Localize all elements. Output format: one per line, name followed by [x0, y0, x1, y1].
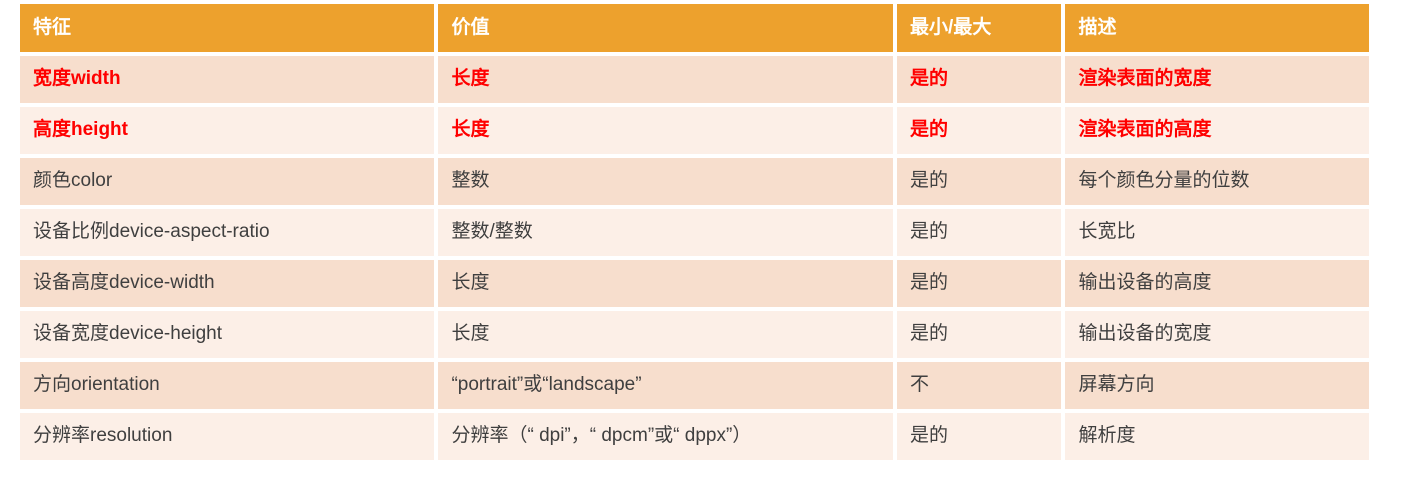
table-row: 宽度width 长度 是的 渲染表面的宽度 [20, 56, 1369, 103]
cell-minmax: 是的 [897, 260, 1062, 307]
cell-description: 渲染表面的高度 [1065, 107, 1369, 154]
table-row: 设备宽度device-height 长度 是的 输出设备的宽度 [20, 311, 1369, 358]
cell-description: 输出设备的宽度 [1065, 311, 1369, 358]
cell-description: 每个颜色分量的位数 [1065, 158, 1369, 205]
cell-feature: 分辨率resolution [20, 413, 435, 460]
cell-value: 长度 [438, 260, 894, 307]
header-row: 特征 价值 最小/最大 描述 [20, 4, 1369, 52]
cell-minmax: 是的 [897, 209, 1062, 256]
header-cell-minmax: 最小/最大 [897, 4, 1062, 52]
cell-feature: 颜色color [20, 158, 435, 205]
cell-value: 长度 [438, 56, 894, 103]
cell-minmax: 不 [897, 362, 1062, 409]
table-row: 分辨率resolution 分辨率（“ dpi”，“ dpcm”或“ dppx”… [20, 413, 1369, 460]
cell-feature: 高度height [20, 107, 435, 154]
cell-description: 长宽比 [1065, 209, 1369, 256]
cell-feature: 设备高度device-width [20, 260, 435, 307]
header-cell-feature: 特征 [20, 4, 435, 52]
cell-minmax: 是的 [897, 107, 1062, 154]
cell-value: 长度 [438, 107, 894, 154]
table-row: 高度height 长度 是的 渲染表面的高度 [20, 107, 1369, 154]
cell-value: 整数 [438, 158, 894, 205]
cell-minmax: 是的 [897, 158, 1062, 205]
cell-description: 屏幕方向 [1065, 362, 1369, 409]
header-cell-value: 价值 [438, 4, 894, 52]
table-row: 设备比例device-aspect-ratio 整数/整数 是的 长宽比 [20, 209, 1369, 256]
cell-description: 渲染表面的宽度 [1065, 56, 1369, 103]
cell-feature: 方向orientation [20, 362, 435, 409]
table-row: 方向orientation “portrait”或“landscape” 不 屏… [20, 362, 1369, 409]
cell-description: 解析度 [1065, 413, 1369, 460]
cell-feature: 设备比例device-aspect-ratio [20, 209, 435, 256]
cell-feature: 设备宽度device-height [20, 311, 435, 358]
cell-minmax: 是的 [897, 56, 1062, 103]
cell-value: 整数/整数 [438, 209, 894, 256]
cell-minmax: 是的 [897, 413, 1062, 460]
cell-feature: 宽度width [20, 56, 435, 103]
table-body: 宽度width 长度 是的 渲染表面的宽度 高度height 长度 是的 渲染表… [20, 56, 1369, 460]
cell-value: 长度 [438, 311, 894, 358]
media-features-table-container: 特征 价值 最小/最大 描述 宽度width 长度 是的 渲染表面的宽度 高度h… [16, 0, 1373, 464]
table-row: 设备高度device-width 长度 是的 输出设备的高度 [20, 260, 1369, 307]
cell-minmax: 是的 [897, 311, 1062, 358]
cell-description: 输出设备的高度 [1065, 260, 1369, 307]
table-row: 颜色color 整数 是的 每个颜色分量的位数 [20, 158, 1369, 205]
media-features-table: 特征 价值 最小/最大 描述 宽度width 长度 是的 渲染表面的宽度 高度h… [16, 0, 1373, 464]
header-cell-description: 描述 [1065, 4, 1369, 52]
cell-value: 分辨率（“ dpi”，“ dpcm”或“ dppx”） [438, 413, 894, 460]
cell-value: “portrait”或“landscape” [438, 362, 894, 409]
table-header: 特征 价值 最小/最大 描述 [20, 4, 1369, 52]
